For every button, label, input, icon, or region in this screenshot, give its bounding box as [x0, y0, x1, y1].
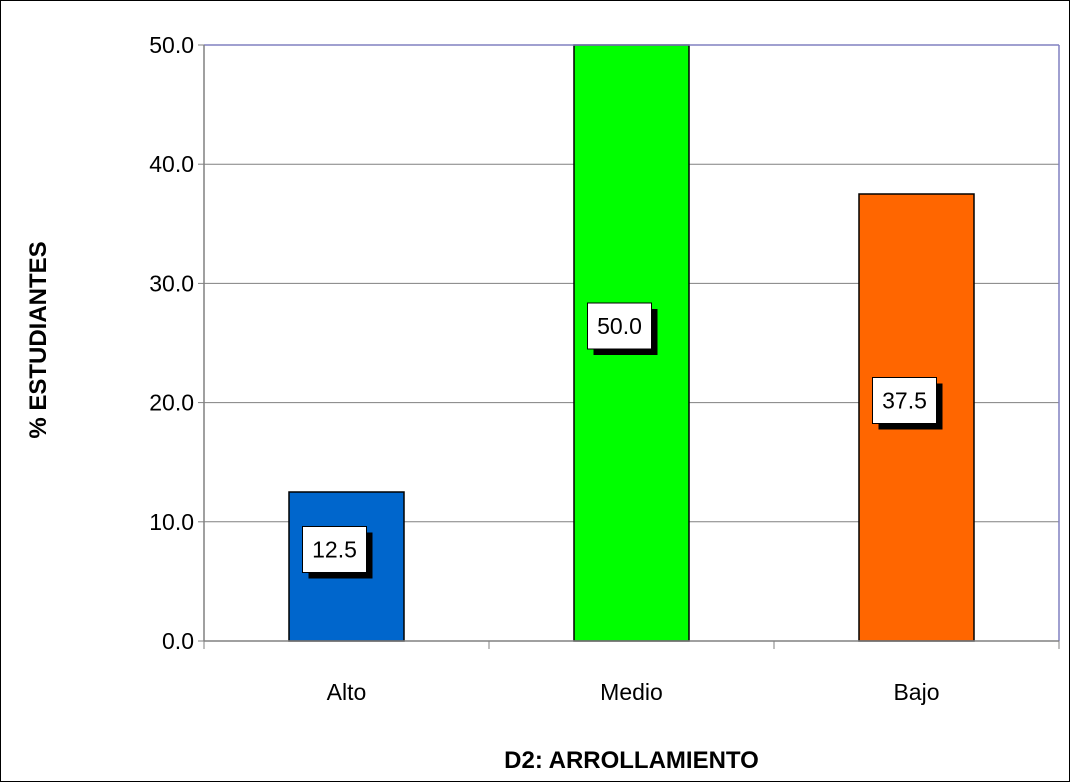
x-tick-label: Alto [327, 679, 367, 705]
bars [288, 44, 975, 642]
data-label-box [302, 526, 367, 573]
data-label: 37.5 [882, 388, 927, 414]
x-tick-label: Medio [600, 679, 663, 705]
y-tick-label: 50.0 [149, 32, 194, 58]
data-labels: 12.5 50.0 37.5 [302, 302, 943, 579]
axes: 0.0 10.0 20.0 30.0 40.0 50.0 Alto Medio Bajo [149, 32, 1060, 705]
data-label-box [587, 302, 652, 350]
data-label: 12.5 [312, 537, 357, 563]
y-axis-title: % ESTUDIANTES [25, 241, 52, 438]
y-tick-label: 30.0 [149, 270, 194, 296]
y-tick-label: 0.0 [162, 628, 194, 654]
y-tick-label: 10.0 [149, 509, 194, 535]
y-tick-label: 40.0 [149, 151, 194, 177]
x-tick-label: Bajo [893, 679, 939, 705]
y-tick-label: 20.0 [149, 390, 194, 416]
data-label-box [872, 377, 937, 424]
x-axis-title: D2: ARROLLAMIENTO [504, 747, 759, 774]
data-label: 50.0 [597, 313, 642, 339]
